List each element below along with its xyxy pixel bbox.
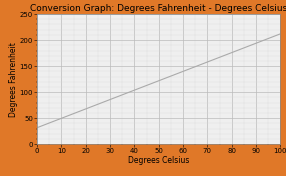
X-axis label: Degrees Celsius: Degrees Celsius (128, 156, 189, 165)
Y-axis label: Degrees Fahrenheit: Degrees Fahrenheit (9, 42, 18, 117)
Title: Conversion Graph: Degrees Fahrenheit - Degrees Celsius: Conversion Graph: Degrees Fahrenheit - D… (30, 4, 286, 13)
